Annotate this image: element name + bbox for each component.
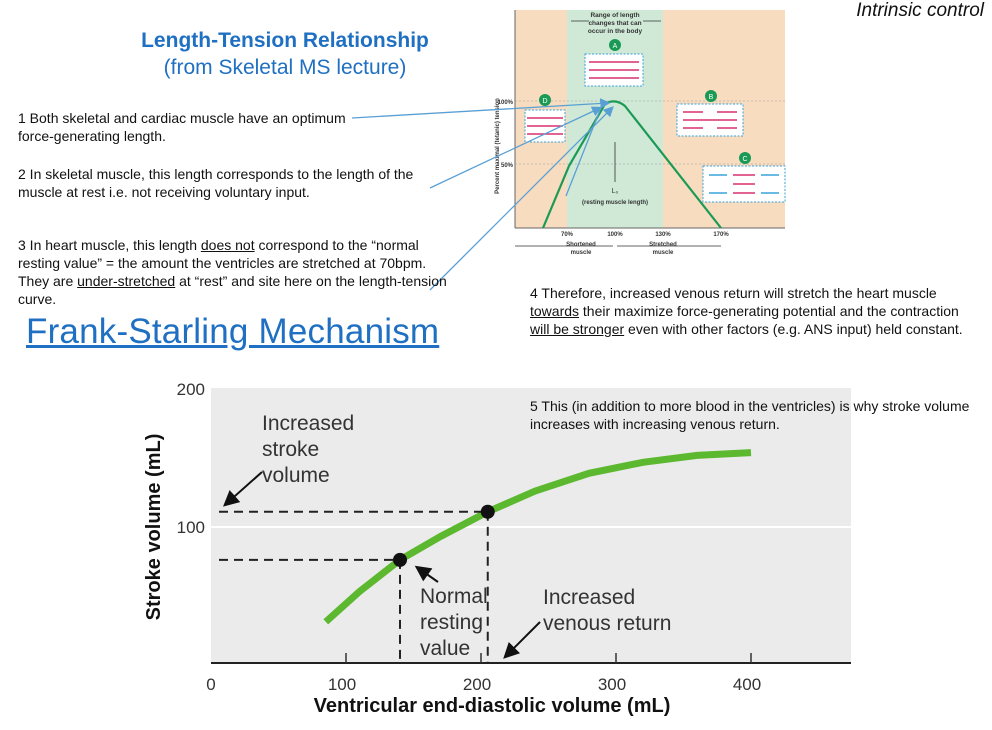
x-tick-100: 100% xyxy=(607,232,623,238)
annot-normal-1: Normal xyxy=(420,585,488,608)
shortened-2: muscle xyxy=(571,250,592,256)
annot-normal-3: value xyxy=(420,637,470,660)
annot-increased-sv-1: Increased xyxy=(262,412,354,435)
length-tension-title: Length-Tension Relationship (from Skelet… xyxy=(95,27,475,81)
upper-band xyxy=(211,388,851,526)
point-4: 4 Therefore, increased venous return wil… xyxy=(530,285,963,337)
x-tick-170: 170% xyxy=(713,232,729,238)
arrow-increased-vr xyxy=(503,621,541,659)
x-tick-130: 130% xyxy=(655,232,671,238)
marker-b-circle xyxy=(705,90,717,102)
stretched-2: muscle xyxy=(653,250,674,256)
corner-label: Intrinsic control xyxy=(856,0,984,21)
increased-point xyxy=(480,504,495,519)
y-tick-200: 200 xyxy=(177,380,205,399)
sarcomere-c xyxy=(702,165,786,203)
range-label-2: changes that can xyxy=(588,20,641,27)
lt-title-line1: Length-Tension Relationship xyxy=(141,29,429,52)
y-tick-100: 100 xyxy=(177,518,205,537)
stroke-volume-curve xyxy=(323,449,752,625)
lo-label: L₀ xyxy=(612,188,619,195)
lt-title-line2: (from Skeletal MS lecture) xyxy=(163,56,407,79)
sarcomere-a xyxy=(584,53,644,87)
annot-increased-vr-2: venous return xyxy=(543,612,671,635)
point-3: 3 In heart muscle, this length does not … xyxy=(18,237,447,307)
marker-a: A xyxy=(613,43,618,50)
y-tick-100-inset: 100% xyxy=(498,100,514,106)
x-axis-label: Ventricular end-diastolic volume (mL) xyxy=(314,695,671,717)
y-axis-label: Stroke volume (mL) xyxy=(143,434,165,621)
arrow-normal xyxy=(414,565,439,583)
point-1: 1 Both skeletal and cardiac muscle have … xyxy=(18,110,346,144)
x-tick-label: 400 xyxy=(733,675,761,694)
shortened-1: Shortened xyxy=(566,242,596,248)
x-tick-label: 300 xyxy=(598,675,626,694)
point-2: 2 In skeletal muscle, this length corres… xyxy=(18,166,414,200)
annot-increased-sv-3: volume xyxy=(262,464,330,487)
range-label-3: occur in the body xyxy=(588,28,643,35)
x-tick-label: 0 xyxy=(206,675,215,694)
range-label-1: Range of length xyxy=(590,12,639,19)
annot-increased-vr-1: Increased xyxy=(543,586,635,609)
arrow-increased-sv xyxy=(223,471,263,507)
y-label-inset: Percent maximal (tetanic) tension xyxy=(495,98,501,194)
marker-a-circle xyxy=(609,39,621,51)
length-tension-inset: Range of length changes that can occur i… xyxy=(495,10,786,256)
x-tick-label: 200 xyxy=(463,675,491,694)
resting-label: (resting muscle length) xyxy=(582,200,648,206)
marker-b: B xyxy=(709,94,714,101)
sarcomere-d xyxy=(524,109,566,143)
marker-d: D xyxy=(542,98,547,105)
normal-resting-point xyxy=(393,552,407,567)
frank-starling-title: Frank-Starling Mechanism xyxy=(26,312,440,351)
stretched-1: Stretched xyxy=(649,242,677,248)
marker-c-circle xyxy=(739,152,751,164)
y-tick-50-inset: 50% xyxy=(501,163,514,169)
sarcomere-b xyxy=(676,103,744,137)
x-tick-70: 70% xyxy=(561,232,574,238)
annot-normal-2: resting xyxy=(420,611,483,634)
marker-c: C xyxy=(742,156,747,163)
point-5: 5 This (in addition to more blood in the… xyxy=(530,398,970,432)
lower-band xyxy=(211,528,851,662)
annot-increased-sv-2: stroke xyxy=(262,438,319,461)
x-tick-label: 100 xyxy=(328,675,356,694)
